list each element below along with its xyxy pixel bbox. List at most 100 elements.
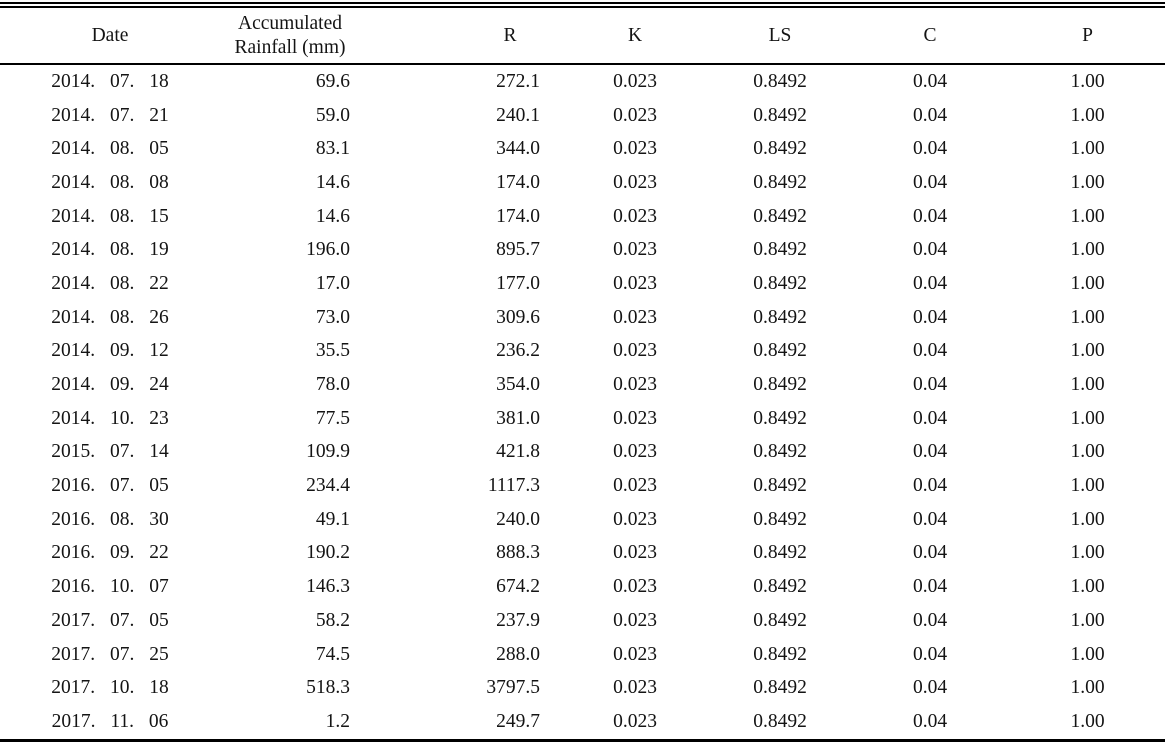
cell-ls: 0.8492: [753, 138, 807, 160]
cell-r: 272.1: [496, 70, 540, 92]
cell-rainfall: 190.2: [306, 542, 350, 564]
header-row: Date Accumulated Rainfall (mm) R K LS C …: [0, 5, 1165, 65]
cell-c: 0.04: [912, 340, 948, 362]
cell-k: 0.023: [613, 542, 657, 564]
cell-rainfall: 69.6: [315, 70, 350, 92]
cell-rainfall: 58.2: [315, 609, 350, 631]
table-row: 2014. 08. 15 14.6 174.0 0.023 0.8492 0.04 1.00: [0, 200, 1165, 234]
cell-rainfall: 146.3: [306, 576, 350, 598]
cell-ls: 0.8492: [753, 710, 807, 732]
cell-c: 0.04: [912, 272, 948, 294]
table-row: 2014. 07. 21 59.0 240.1 0.023 0.8492 0.04 1.00: [0, 99, 1165, 133]
cell-k: 0.023: [613, 407, 657, 429]
cell-p: 1.00: [1070, 171, 1105, 193]
cell-k: 0.023: [613, 340, 657, 362]
table-row: 2014. 10. 23 77.5 381.0 0.023 0.8492 0.04 1.00: [0, 402, 1165, 436]
cell-ls: 0.8492: [753, 508, 807, 530]
cell-k: 0.023: [613, 272, 657, 294]
table-row: 2014. 08. 08 14.6 174.0 0.023 0.8492 0.04 1.00: [0, 166, 1165, 200]
cell-date: 2014. 08. 15: [51, 205, 169, 227]
cell-rainfall: 14.6: [315, 171, 350, 193]
cell-c: 0.04: [912, 643, 948, 665]
cell-p: 1.00: [1070, 205, 1105, 227]
cell-c: 0.04: [912, 576, 948, 598]
cell-ls: 0.8492: [753, 609, 807, 631]
cell-c: 0.04: [912, 475, 948, 497]
cell-p: 1.00: [1070, 576, 1105, 598]
cell-r: 249.7: [496, 710, 540, 732]
column-header-c: C: [850, 5, 1010, 65]
cell-p: 1.00: [1070, 542, 1105, 564]
cell-r: 236.2: [496, 340, 540, 362]
cell-c: 0.04: [912, 407, 948, 429]
table-row: 2017. 07. 25 74.5 288.0 0.023 0.8492 0.04 1.00: [0, 638, 1165, 672]
cell-date: 2014. 09. 24: [51, 374, 169, 396]
cell-ls: 0.8492: [753, 475, 807, 497]
cell-p: 1.00: [1070, 407, 1105, 429]
cell-k: 0.023: [613, 205, 657, 227]
table-row: 2014. 08. 05 83.1 344.0 0.023 0.8492 0.04 1.00: [0, 132, 1165, 166]
cell-r: 381.0: [496, 407, 540, 429]
cell-c: 0.04: [912, 70, 948, 92]
cell-r: 344.0: [496, 138, 540, 160]
column-header-r: R: [360, 5, 560, 65]
cell-ls: 0.8492: [753, 441, 807, 463]
cell-r: 888.3: [496, 542, 540, 564]
cell-ls: 0.8492: [753, 542, 807, 564]
cell-ls: 0.8492: [753, 272, 807, 294]
table-row: 2014. 07. 18 69.6 272.1 0.023 0.8492 0.04 1.00: [0, 64, 1165, 99]
cell-ls: 0.8492: [753, 340, 807, 362]
cell-r: 309.6: [496, 306, 540, 328]
cell-c: 0.04: [912, 710, 948, 732]
cell-rainfall: 234.4: [306, 475, 350, 497]
cell-date: 2017. 07. 05: [51, 609, 169, 631]
cell-rainfall: 74.5: [315, 643, 350, 665]
cell-k: 0.023: [613, 70, 657, 92]
cell-p: 1.00: [1070, 508, 1105, 530]
cell-c: 0.04: [912, 677, 948, 699]
cell-r: 174.0: [496, 171, 540, 193]
table-row: 2017. 11. 06 1.2 249.7 0.023 0.8492 0.04 1.00: [0, 705, 1165, 740]
cell-p: 1.00: [1070, 710, 1105, 732]
cell-k: 0.023: [613, 576, 657, 598]
cell-ls: 0.8492: [753, 205, 807, 227]
cell-rainfall: 196.0: [306, 239, 350, 261]
cell-k: 0.023: [613, 475, 657, 497]
table-row: 2014. 08. 26 73.0 309.6 0.023 0.8492 0.04 1.00: [0, 301, 1165, 335]
cell-rainfall: 73.0: [315, 306, 350, 328]
cell-c: 0.04: [912, 306, 948, 328]
table-row: 2014. 08. 19 196.0 895.7 0.023 0.8492 0.04 1.0…: [0, 233, 1165, 267]
cell-k: 0.023: [613, 643, 657, 665]
cell-date: 2014. 07. 18: [51, 70, 169, 92]
cell-k: 0.023: [613, 306, 657, 328]
column-header-ls: LS: [710, 5, 850, 65]
cell-p: 1.00: [1070, 677, 1105, 699]
cell-k: 0.023: [613, 677, 657, 699]
cell-r: 1117.3: [487, 475, 540, 497]
table-row: 2014. 09. 24 78.0 354.0 0.023 0.8492 0.04 1.00: [0, 368, 1165, 402]
cell-rainfall: 59.0: [315, 104, 350, 126]
table-row: 2017. 07. 05 58.2 237.9 0.023 0.8492 0.04 1.00: [0, 604, 1165, 638]
cell-c: 0.04: [912, 374, 948, 396]
cell-p: 1.00: [1070, 306, 1105, 328]
column-header-k: K: [560, 5, 710, 65]
cell-ls: 0.8492: [753, 70, 807, 92]
cell-p: 1.00: [1070, 374, 1105, 396]
cell-date: 2014. 08. 22: [51, 272, 169, 294]
cell-ls: 0.8492: [753, 576, 807, 598]
cell-date: 2015. 07. 14: [51, 441, 169, 463]
cell-c: 0.04: [912, 609, 948, 631]
table-row: 2016. 07. 05 234.4 1117.3 0.023 0.8492 0.04 1.…: [0, 469, 1165, 503]
cell-c: 0.04: [912, 205, 948, 227]
cell-date: 2014. 10. 23: [51, 407, 169, 429]
cell-ls: 0.8492: [753, 104, 807, 126]
cell-c: 0.04: [912, 542, 948, 564]
cell-k: 0.023: [613, 239, 657, 261]
table-row: 2016. 08. 30 49.1 240.0 0.023 0.8492 0.04 1.00: [0, 503, 1165, 537]
cell-k: 0.023: [613, 104, 657, 126]
cell-c: 0.04: [912, 508, 948, 530]
cell-p: 1.00: [1070, 340, 1105, 362]
table-row: 2017. 10. 18 518.3 3797.5 0.023 0.8492 0.04 1.…: [0, 671, 1165, 705]
